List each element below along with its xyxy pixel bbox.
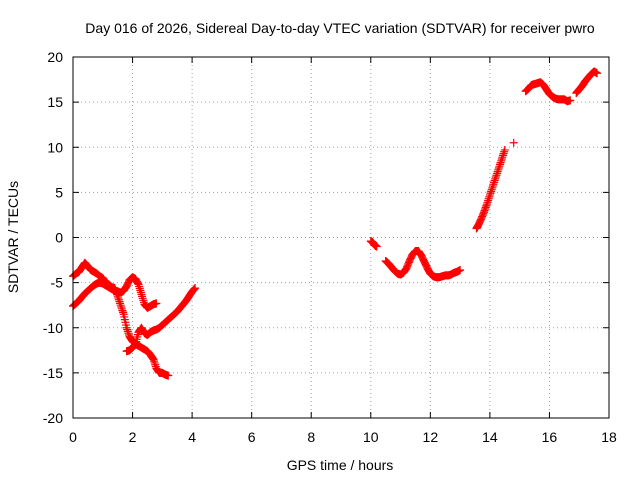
chart-title: Day 016 of 2026, Sidereal Day-to-day VTE… (85, 20, 595, 36)
y-tick-label: 10 (47, 139, 63, 155)
y-tick-label: -5 (51, 275, 64, 291)
series-arc-3 (122, 284, 200, 356)
data-point (152, 299, 161, 308)
data-point (593, 69, 602, 78)
data-point (509, 138, 518, 147)
y-tick-label: 5 (55, 184, 63, 200)
data-point (191, 284, 200, 293)
x-tick-label: 8 (307, 429, 315, 445)
data-point (500, 145, 509, 154)
x-axis-label: GPS time / hours (287, 457, 394, 473)
series-arc-1 (69, 258, 173, 380)
x-tick-label: 16 (542, 429, 558, 445)
x-tick-label: 0 (69, 429, 77, 445)
y-tick-label: -20 (43, 410, 63, 426)
series-arc-2 (69, 273, 161, 312)
series-arc-6 (472, 145, 509, 233)
data-point (372, 242, 381, 251)
data-points (69, 67, 602, 380)
series-arc-4 (366, 237, 381, 251)
x-tick-label: 6 (248, 429, 256, 445)
x-tick-label: 10 (363, 429, 379, 445)
y-tick-label: 15 (47, 94, 63, 110)
series-arc-8 (521, 78, 575, 106)
y-axis: -20 -15 -10 -5 0 5 10 15 20 (43, 49, 609, 426)
data-point (164, 371, 173, 380)
series-arc-7 (509, 138, 518, 147)
y-tick-label: 0 (55, 230, 63, 246)
data-point (566, 96, 575, 105)
y-axis-label: SDTVAR / TECUs (5, 181, 21, 293)
y-tick-label: 20 (47, 49, 63, 65)
x-axis: 0 2 4 6 8 10 12 14 16 18 (69, 57, 617, 445)
x-tick-label: 18 (601, 429, 617, 445)
y-tick-label: -15 (43, 365, 63, 381)
y-tick-label: -10 (43, 320, 63, 336)
series-arc-9 (572, 67, 602, 98)
x-tick-label: 2 (129, 429, 137, 445)
x-tick-label: 12 (423, 429, 439, 445)
series-arc-5 (381, 247, 465, 282)
x-tick-label: 4 (188, 429, 196, 445)
x-tick-label: 14 (482, 429, 498, 445)
data-point (456, 265, 465, 274)
